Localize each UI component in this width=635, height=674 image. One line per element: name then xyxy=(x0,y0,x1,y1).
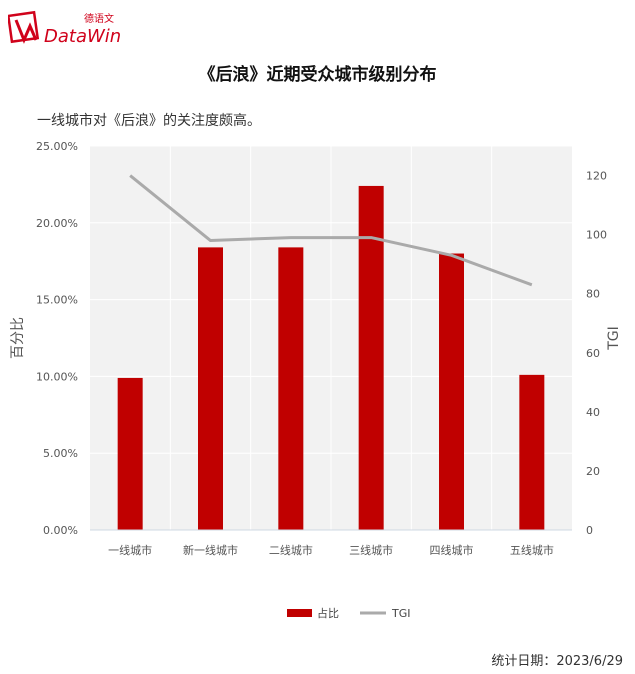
y2-tick-label: 40 xyxy=(586,406,600,419)
combo-chart: 0.00% 5.00% 10.00% 15.00% 20.00% 25.00% 0 20 40… xyxy=(10,140,622,620)
legend-bar-swatch xyxy=(287,609,312,617)
x-tick-label: 新一线城市 xyxy=(183,543,238,557)
x-tick-label: 五线城市 xyxy=(510,543,554,557)
bar xyxy=(439,253,464,530)
y2-tick-label: 60 xyxy=(586,347,600,360)
bar xyxy=(519,374,545,530)
y2-axis-label: TGI xyxy=(606,326,622,351)
x-tick-label: 四线城市 xyxy=(430,543,474,557)
x-tick-label: 二线城市 xyxy=(269,543,313,557)
bar xyxy=(278,247,304,530)
x-tick-label: 一线城市 xyxy=(108,543,152,557)
legend: 占比 TGI xyxy=(287,606,411,620)
logo-mark-icon xyxy=(8,10,40,44)
y2-tick-label: 20 xyxy=(586,465,600,478)
chart-title: 《后浪》近期受众城市级别分布 xyxy=(198,65,437,85)
logo-en-text: DataWin xyxy=(44,26,121,47)
y2-tick-label: 0 xyxy=(586,524,593,537)
y-tick-label: 0.00% xyxy=(43,524,78,537)
y-tick-label: 25.00% xyxy=(36,140,78,153)
y-tick-label: 5.00% xyxy=(43,447,78,460)
y2-tick-label: 80 xyxy=(586,288,600,301)
tgi-line xyxy=(129,174,533,287)
y2-tick-label: 120 xyxy=(586,170,607,183)
y-tick-label: 20.00% xyxy=(36,217,78,230)
logo-cn-text: 德语文 xyxy=(84,12,114,25)
y2-tick-label: 100 xyxy=(586,229,607,242)
bar xyxy=(358,185,384,530)
footer-date: 统计日期：2023/6/29 xyxy=(491,654,623,669)
y-tick-label: 15.00% xyxy=(36,294,78,307)
y-axis-label: 百分比 xyxy=(10,317,26,359)
chart-subtitle: 一线城市对《后浪》的关注度颇高。 xyxy=(37,113,261,129)
legend-bar-label: 占比 xyxy=(317,606,339,620)
x-tick-label: 三线城市 xyxy=(349,543,393,557)
legend-line-label: TGI xyxy=(391,607,411,620)
y-tick-label: 10.00% xyxy=(36,370,78,383)
bar xyxy=(198,247,223,530)
bar xyxy=(117,377,143,530)
datawin-logo: 德语文 DataWin xyxy=(8,10,121,47)
